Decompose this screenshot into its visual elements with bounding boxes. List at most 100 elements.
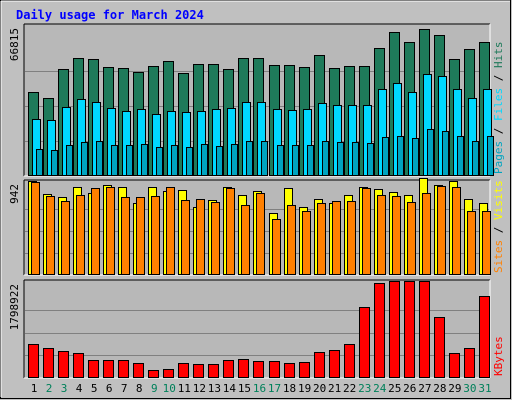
bar-pages-day-31 xyxy=(487,136,494,176)
bar-sites-day-6 xyxy=(106,187,115,275)
bar-pages-day-28 xyxy=(442,131,449,176)
x-tick-label: 31 xyxy=(478,382,491,395)
bar-sites-day-2 xyxy=(46,196,55,275)
legend-hits: Hits xyxy=(492,42,505,69)
bar-pages-day-15 xyxy=(246,141,253,176)
y-max-label: 942 xyxy=(8,184,21,204)
bar-sites-day-12 xyxy=(196,199,205,275)
bar-pages-day-12 xyxy=(201,144,208,176)
bar-pages-day-5 xyxy=(96,141,103,176)
bar-kbytes-day-13 xyxy=(208,364,219,378)
bar-sites-day-25 xyxy=(392,196,401,275)
bar-pages-day-4 xyxy=(81,142,88,176)
bar-pages-day-1 xyxy=(36,149,43,176)
bar-kbytes-day-18 xyxy=(284,363,295,378)
bar-sites-day-23 xyxy=(362,188,371,275)
side-legend: Sites / Visits xyxy=(492,180,505,273)
bar-pages-day-25 xyxy=(397,136,404,176)
x-tick-label: 19 xyxy=(298,382,311,395)
bar-kbytes-day-24 xyxy=(374,283,385,378)
bar-kbytes-day-16 xyxy=(253,361,264,378)
bar-sites-day-26 xyxy=(407,202,416,275)
bar-sites-day-16 xyxy=(256,193,265,275)
bar-sites-day-1 xyxy=(31,182,40,275)
bar-kbytes-day-10 xyxy=(163,369,174,378)
bar-kbytes-day-7 xyxy=(118,360,129,378)
bar-pages-day-14 xyxy=(231,144,238,176)
bar-pages-day-11 xyxy=(186,147,193,176)
bar-sites-day-27 xyxy=(422,193,431,275)
bar-sites-day-9 xyxy=(151,196,160,275)
bar-pages-day-8 xyxy=(141,144,148,176)
bar-kbytes-day-30 xyxy=(464,348,475,378)
x-tick-label: 28 xyxy=(433,382,446,395)
bar-kbytes-day-8 xyxy=(133,363,144,378)
bar-sites-day-15 xyxy=(241,205,250,275)
bar-kbytes-day-17 xyxy=(269,361,280,378)
legend-pages: Pages xyxy=(492,141,505,174)
bar-pages-day-22 xyxy=(352,142,359,176)
bar-sites-day-30 xyxy=(467,211,476,275)
bar-kbytes-day-23 xyxy=(359,307,370,378)
bar-pages-day-3 xyxy=(66,145,73,176)
bar-kbytes-day-31 xyxy=(479,296,490,378)
x-tick-label: 26 xyxy=(403,382,416,395)
bar-kbytes-day-4 xyxy=(73,353,84,378)
bar-pages-day-13 xyxy=(216,146,223,176)
x-tick-label: 2 xyxy=(46,382,53,395)
bar-sites-day-7 xyxy=(121,197,130,275)
x-tick-label: 27 xyxy=(418,382,431,395)
x-tick-label: 8 xyxy=(136,382,143,395)
x-tick-label: 13 xyxy=(208,382,221,395)
x-tick-label: 6 xyxy=(106,382,113,395)
bar-kbytes-day-29 xyxy=(449,353,460,378)
bar-pages-day-16 xyxy=(261,141,268,176)
bar-pages-day-9 xyxy=(156,147,163,176)
bar-sites-day-4 xyxy=(76,195,85,275)
bar-sites-day-22 xyxy=(347,201,356,275)
x-tick-label: 23 xyxy=(358,382,371,395)
x-tick-label: 30 xyxy=(463,382,476,395)
bar-kbytes-day-3 xyxy=(58,351,69,378)
bar-pages-day-10 xyxy=(171,145,178,176)
bar-sites-day-28 xyxy=(437,186,446,275)
x-tick-label: 22 xyxy=(343,382,356,395)
bar-pages-day-20 xyxy=(322,141,329,176)
bar-kbytes-day-28 xyxy=(434,317,445,378)
x-tick-label: 5 xyxy=(91,382,98,395)
x-tick-label: 7 xyxy=(121,382,128,395)
x-tick-label: 15 xyxy=(238,382,251,395)
side-legend: Pages / Files / Hits xyxy=(492,42,505,175)
bar-kbytes-day-9 xyxy=(148,370,159,378)
panel-3: 1798922 KBytes xyxy=(8,279,505,379)
bar-sites-day-5 xyxy=(91,188,100,275)
bar-sites-day-21 xyxy=(332,201,341,275)
bar-kbytes-day-27 xyxy=(419,281,430,378)
y-max-label: 66815 xyxy=(8,28,21,61)
x-tick-label: 21 xyxy=(328,382,341,395)
x-axis-labels: 1 2 3 4 5 6 7 8 9 10 11 12 13 14 15 16 17 18 19 20 21 22 23 24 2… xyxy=(31,382,492,395)
bar-sites-day-31 xyxy=(482,211,491,275)
bar-kbytes-day-21 xyxy=(329,350,340,378)
bar-kbytes-day-1 xyxy=(28,344,39,378)
legend-separator: / xyxy=(492,68,505,88)
x-tick-label: 18 xyxy=(283,382,296,395)
bar-sites-day-19 xyxy=(302,211,311,275)
bar-kbytes-day-11 xyxy=(178,363,189,378)
x-tick-label: 29 xyxy=(448,382,461,395)
x-tick-label: 14 xyxy=(223,382,237,395)
x-tick-label: 9 xyxy=(151,382,158,395)
bar-pages-day-29 xyxy=(457,136,464,176)
panel-1: 66815 Pages / Files / Hits xyxy=(8,23,505,177)
x-tick-label: 24 xyxy=(373,382,387,395)
bar-pages-day-17 xyxy=(277,145,284,176)
x-tick-label: 25 xyxy=(388,382,401,395)
bar-kbytes-day-14 xyxy=(223,360,234,378)
legend-separator: / xyxy=(492,121,505,141)
bar-sites-day-14 xyxy=(226,188,235,275)
bar-sites-day-10 xyxy=(166,187,175,275)
bar-sites-day-8 xyxy=(136,197,145,275)
bar-sites-day-3 xyxy=(61,201,70,275)
legend-sites: Sites xyxy=(492,240,505,273)
